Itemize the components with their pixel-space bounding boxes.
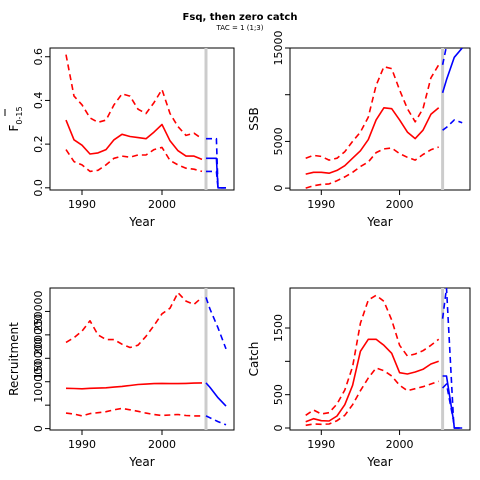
y-tick-label: 100000	[32, 361, 45, 403]
projection-median-line	[205, 382, 227, 407]
plot-frame	[49, 47, 235, 191]
y-tick-label: 200000	[32, 314, 45, 356]
projection-lower-line	[205, 415, 227, 426]
plot-frame	[289, 47, 471, 191]
y-tick-label: 500	[272, 384, 285, 405]
x-tick-label: 1990	[68, 438, 96, 451]
y-tick-label: 250000	[32, 290, 45, 332]
y-tick-label: 0.2	[32, 135, 45, 153]
x-axis-label: Year	[366, 455, 392, 469]
x-tick-label: 2000	[148, 198, 176, 211]
x-tick-label: 1990	[307, 438, 335, 451]
history-upper-line	[305, 294, 440, 416]
y-tick-label: 0.0	[32, 179, 45, 197]
y-tick-label: 0	[272, 425, 285, 432]
x-tick-label: 1990	[307, 198, 335, 211]
x-axis-label: Year	[128, 455, 154, 469]
y-tick-label: 15000	[272, 31, 285, 66]
panel-top-left: 1990 2000 0.0 0.2 0.4 0.6 Year F0-15	[4, 47, 235, 229]
x-tick-label: 2000	[148, 438, 176, 451]
y-tick-label: 5000	[272, 127, 285, 155]
history-median-line	[65, 382, 203, 390]
plot-area	[65, 54, 226, 189]
history-upper-line	[65, 54, 203, 140]
y-axis-label: F0-15	[7, 106, 24, 131]
history-median-line	[65, 119, 203, 161]
x-tick-label: 2000	[386, 438, 414, 451]
y-tick-label: 0.4	[32, 92, 45, 110]
panel-grid: 1990 2000 0.0 0.2 0.4 0.6 Year F0-15 1990 2000 0 50…	[4, 31, 471, 469]
plot-area	[305, 48, 463, 189]
figure-subtitle: TAC = 1 (1;3)	[215, 24, 263, 32]
figure-title: Fsq, then zero catch	[183, 12, 298, 23]
x-tick-label: 2000	[386, 198, 414, 211]
history-upper-line	[65, 291, 203, 349]
history-upper-line	[305, 64, 440, 161]
y-axis-label-main: F	[7, 125, 21, 132]
projection-lower-line	[206, 170, 226, 189]
y-axis-label-main: Catch	[247, 342, 261, 377]
plot-area	[305, 288, 463, 429]
history-lower-line	[65, 146, 203, 173]
y-tick-label: 1500	[272, 314, 285, 342]
history-lower-line	[305, 367, 439, 427]
plot-area	[65, 291, 227, 426]
panel-top-right: 1990 2000 0 5000 15000 Year SSB	[247, 31, 471, 229]
y-axis-label-subscript: 0-15	[15, 106, 24, 124]
history-lower-line	[65, 407, 202, 417]
history-lower-line	[305, 146, 439, 189]
y-tick-label: 0.6	[32, 48, 45, 66]
projection-upper-line	[441, 288, 463, 429]
y-axis-label-main: SSB	[247, 107, 261, 130]
x-axis-label: Year	[366, 215, 392, 229]
y-tick-label: 150000	[32, 337, 45, 379]
y-axis-label: SSB	[247, 107, 261, 130]
plot-frame	[49, 287, 235, 431]
y-axis-label-main: Recruitment	[7, 322, 21, 396]
projection-median-line	[206, 157, 226, 189]
x-axis-label: Year	[128, 215, 154, 229]
plot-frame	[289, 287, 471, 431]
y-tick-label: 0	[32, 425, 45, 432]
projection-upper-line	[205, 297, 227, 350]
history-median-line	[305, 107, 440, 175]
history-median-line	[305, 338, 439, 423]
projection-median-line	[441, 48, 463, 94]
projection-median-line	[442, 375, 463, 429]
x-tick-label: 1990	[68, 198, 96, 211]
panel-bottom-right: 1990 2000 0 500 1500 Year Catch	[247, 287, 471, 469]
y-tick-label: 0	[272, 185, 285, 192]
y-axis-label: Recruitment	[7, 322, 21, 396]
projection-lower-line	[442, 119, 463, 131]
y-axis-label: Catch	[247, 342, 261, 377]
